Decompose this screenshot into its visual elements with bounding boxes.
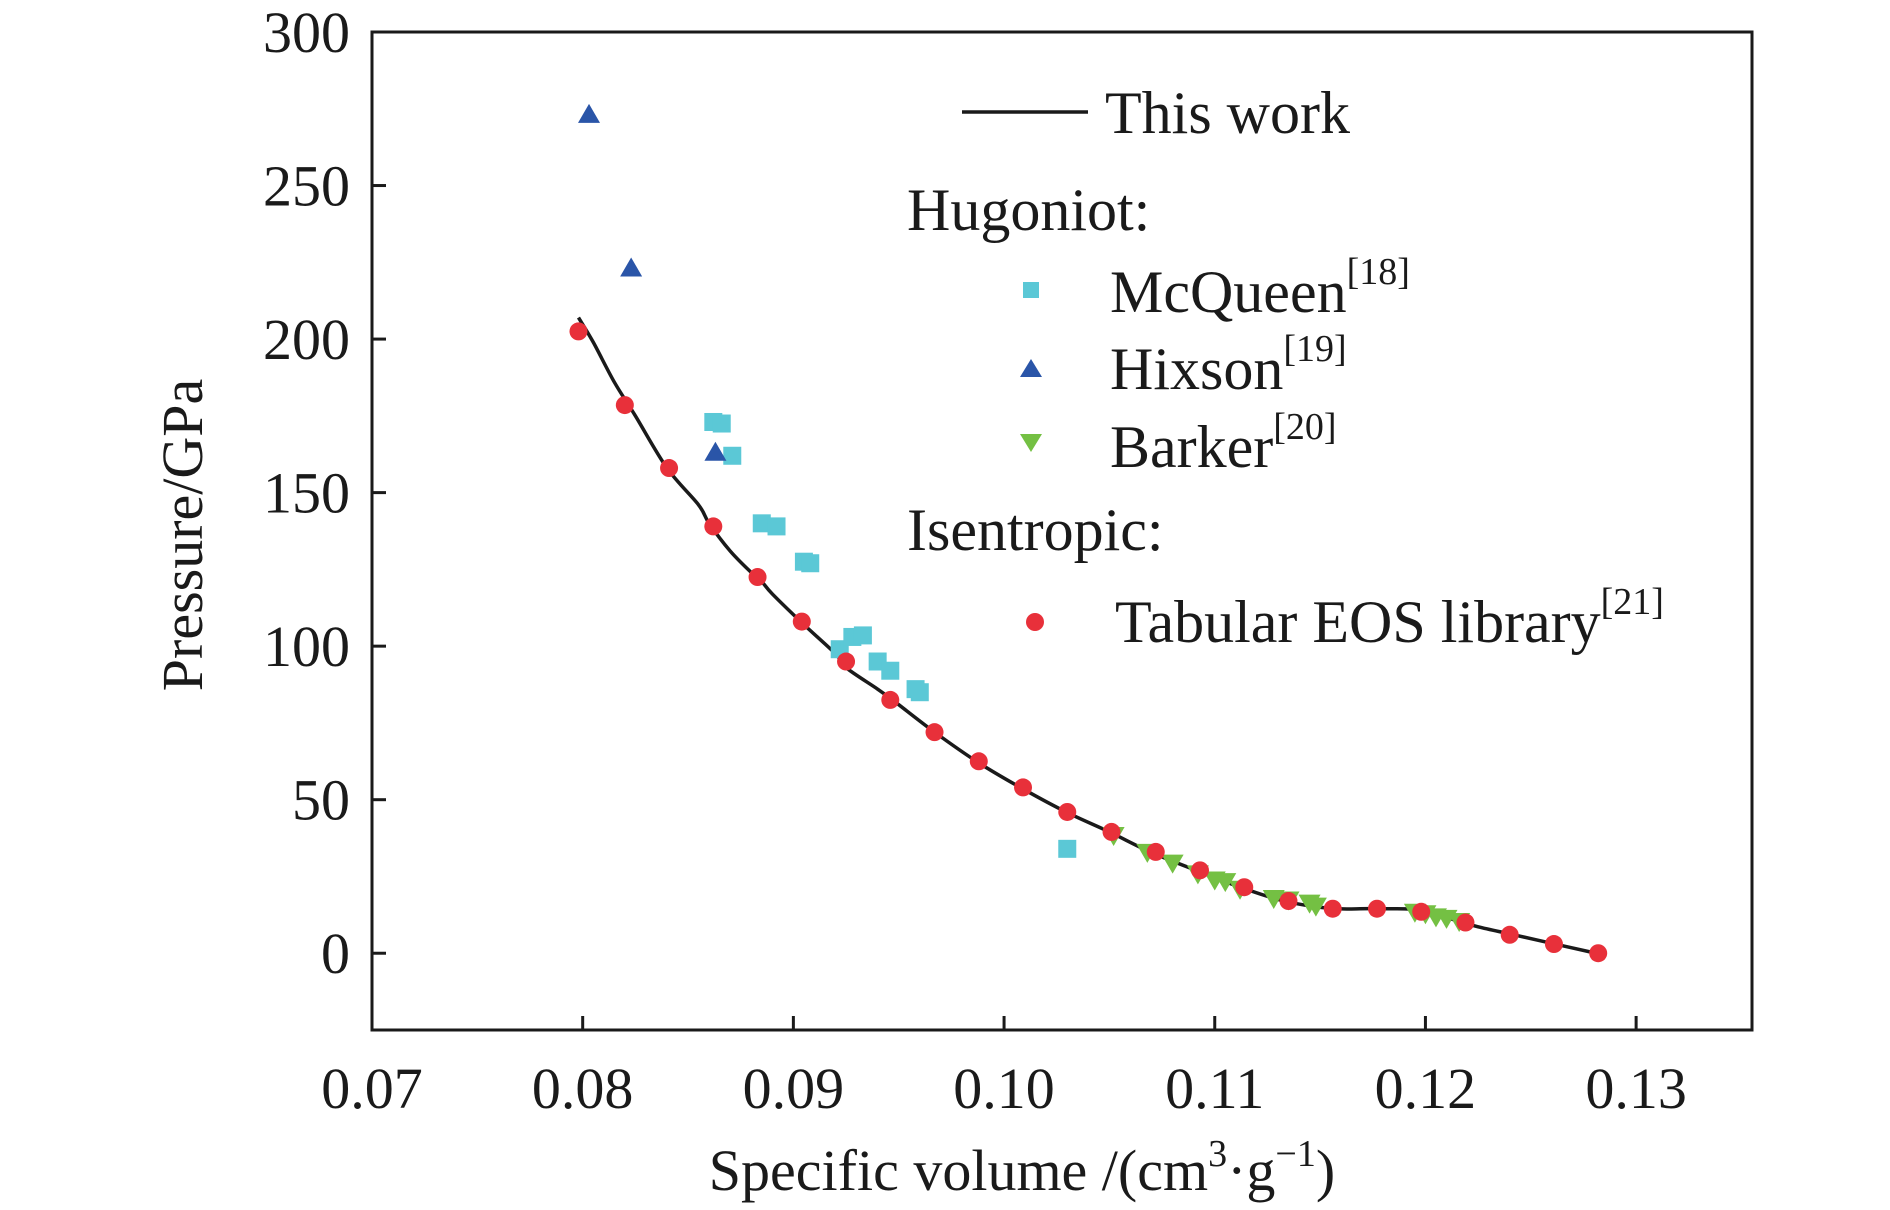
data-point-tabular-eos-library xyxy=(569,322,588,341)
legend-group-isentropic: Isentropic: xyxy=(907,497,1164,563)
data-point-tabular-eos-library xyxy=(1367,899,1386,918)
data-point-hixson xyxy=(578,103,601,123)
data-point-barker xyxy=(1161,854,1184,874)
data-point-tabular-eos-library xyxy=(748,568,767,587)
y-tick-label: 150 xyxy=(263,461,350,526)
plot-area-border xyxy=(370,30,1754,1032)
data-point-hixson xyxy=(620,257,643,277)
data-point-mcqueen xyxy=(1058,839,1077,858)
legend-label-this-work: This work xyxy=(1105,80,1350,146)
data-point-tabular-eos-library xyxy=(1146,842,1165,861)
data-point-tabular-eos-library xyxy=(1323,899,1342,918)
y-axis: 0 50 100 150 200 250 300 xyxy=(263,0,386,986)
y-tick-label: 0 xyxy=(321,921,350,986)
y-tick-label: 100 xyxy=(263,614,350,679)
x-tick-label: 0.07 xyxy=(321,1056,423,1121)
x-tick-label: 0.08 xyxy=(532,1056,634,1121)
data-point-tabular-eos-library xyxy=(1279,892,1298,911)
data-point-tabular-eos-library xyxy=(615,396,634,415)
y-tick-label: 250 xyxy=(263,154,350,219)
y-tick-label: 300 xyxy=(263,0,350,65)
legend-swatch-tabular-eos xyxy=(1026,613,1044,631)
data-point-hixson xyxy=(704,441,727,461)
data-point-tabular-eos-library xyxy=(704,517,723,536)
data-point-mcqueen xyxy=(712,414,731,433)
x-axis-title: Specific volume /(cm3·g−1) xyxy=(709,1133,1335,1203)
data-point-barker xyxy=(1304,897,1327,917)
legend-label-barker: Barker[20] xyxy=(1110,406,1337,480)
data-point-tabular-eos-library xyxy=(1412,902,1431,921)
legend-swatch-mcqueen xyxy=(1023,282,1039,298)
x-tick-label: 0.12 xyxy=(1375,1056,1477,1121)
data-point-tabular-eos-library xyxy=(837,652,856,671)
legend-swatch-barker xyxy=(1020,434,1042,452)
data-point-tabular-eos-library xyxy=(1456,913,1475,932)
data-point-mcqueen xyxy=(723,446,742,465)
legend-label-mcqueen: McQueen[18] xyxy=(1110,251,1410,325)
data-point-barker xyxy=(1214,873,1237,893)
legend: This work Hugoniot: McQueen[18] Hixson[1… xyxy=(907,80,1664,655)
data-point-tabular-eos-library xyxy=(1589,944,1608,963)
data-point-tabular-eos-library xyxy=(1014,778,1033,797)
data-point-tabular-eos-library xyxy=(969,752,988,771)
data-point-tabular-eos-library xyxy=(1058,802,1077,821)
data-point-mcqueen xyxy=(853,626,872,645)
data-point-tabular-eos-library xyxy=(1191,861,1209,880)
x-tick-label: 0.09 xyxy=(743,1056,845,1121)
marker-layer xyxy=(569,103,1608,963)
x-tick-label: 0.13 xyxy=(1585,1056,1687,1121)
data-point-tabular-eos-library xyxy=(925,723,944,742)
plot-frame xyxy=(370,30,1754,1032)
legend-label-hixson: Hixson[19] xyxy=(1110,328,1347,402)
legend-group-hugoniot: Hugoniot: xyxy=(907,177,1150,243)
data-point-mcqueen xyxy=(767,517,786,536)
x-axis: 0.07 0.08 0.09 0.10 0.11 0.12 0.13 xyxy=(321,1016,1687,1121)
data-point-mcqueen xyxy=(752,514,771,533)
data-point-mcqueen xyxy=(910,683,929,702)
data-point-tabular-eos-library xyxy=(1235,878,1254,897)
y-axis-title: Pressure/GPa xyxy=(150,379,215,692)
data-point-mcqueen xyxy=(801,554,820,573)
legend-label-tabular-eos: Tabular EOS library[21] xyxy=(1115,581,1664,655)
y-tick-label: 50 xyxy=(292,768,350,833)
legend-swatch-hixson xyxy=(1020,359,1042,377)
x-tick-label: 0.11 xyxy=(1165,1056,1264,1121)
data-point-tabular-eos-library xyxy=(660,459,679,478)
data-point-tabular-eos-library xyxy=(1544,935,1563,954)
x-tick-label: 0.10 xyxy=(953,1056,1055,1121)
data-point-tabular-eos-library xyxy=(1102,822,1121,841)
y-tick-label: 200 xyxy=(263,307,350,372)
data-point-tabular-eos-library xyxy=(1500,925,1519,944)
data-point-tabular-eos-library xyxy=(881,690,900,709)
data-point-tabular-eos-library xyxy=(792,612,811,631)
data-point-barker xyxy=(1262,889,1285,909)
data-point-mcqueen xyxy=(881,661,900,680)
